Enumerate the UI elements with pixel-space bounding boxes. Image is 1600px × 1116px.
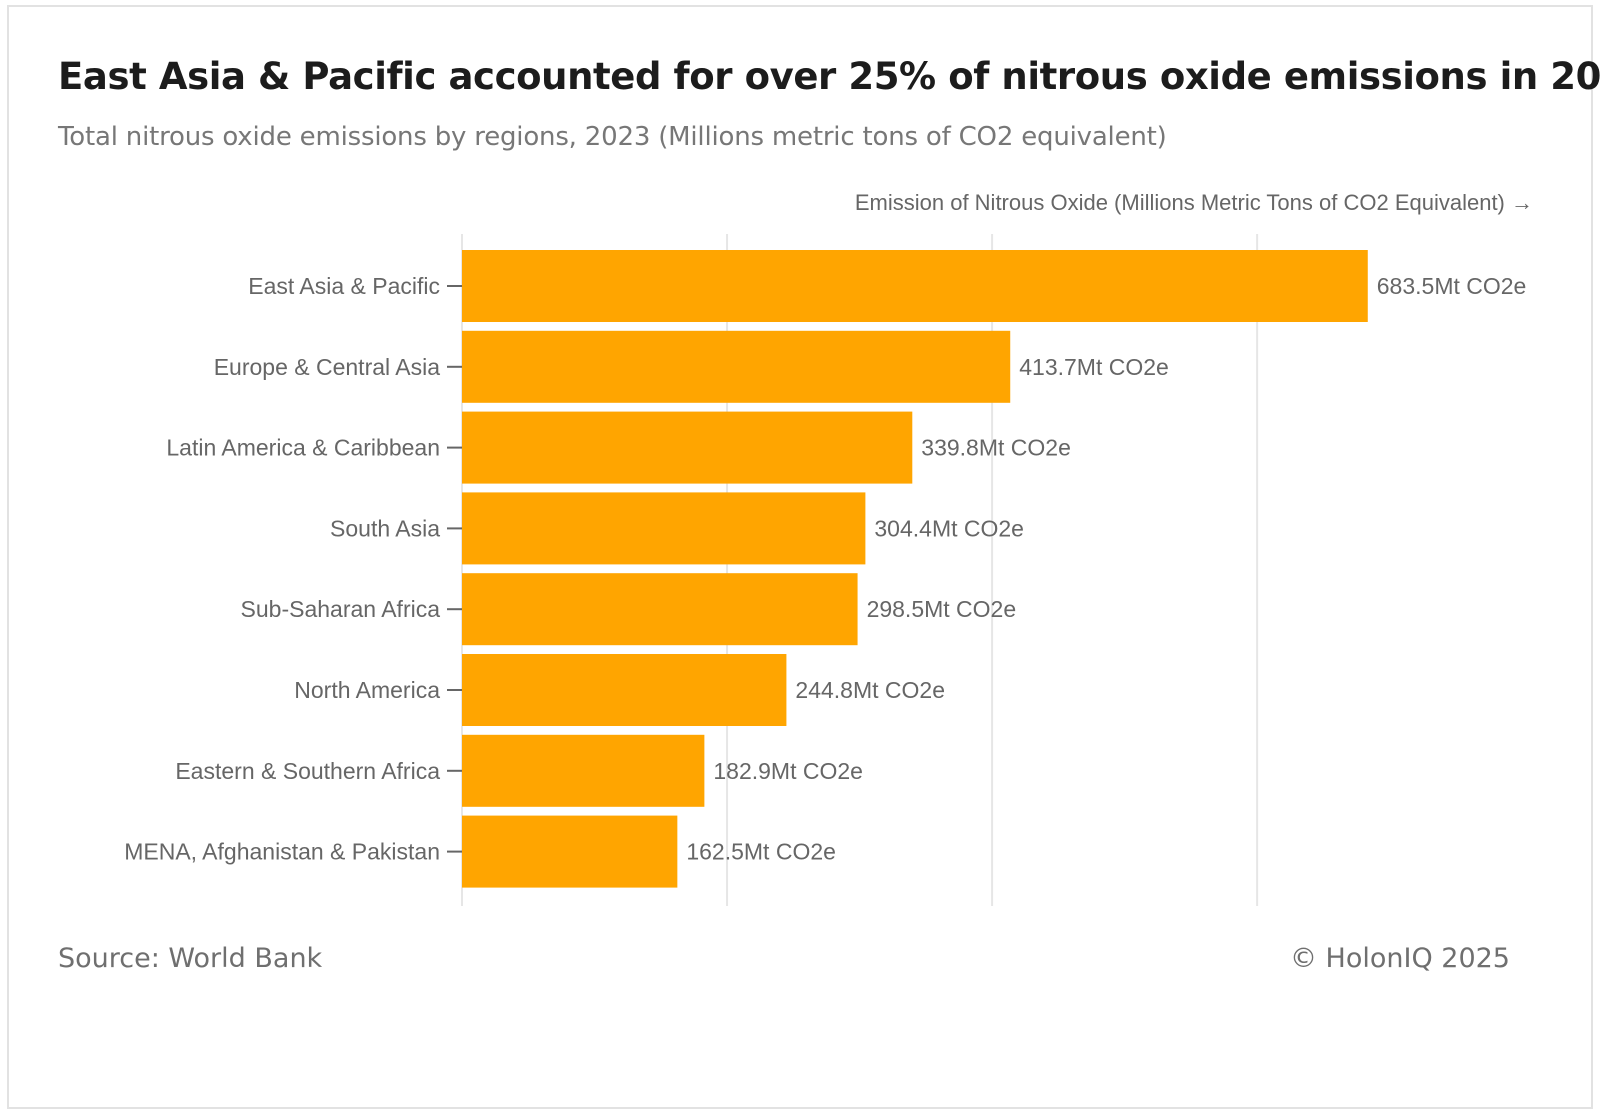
- copyright-note: © HolonIQ 2025: [1289, 943, 1510, 974]
- bar-0: [462, 250, 1368, 322]
- bars: [462, 250, 1368, 888]
- value-label-1: 413.7Mt CO2e: [1019, 354, 1169, 380]
- value-label-5: 244.8Mt CO2e: [795, 677, 945, 703]
- bar-5: [462, 654, 787, 726]
- bar-6: [462, 734, 705, 807]
- category-label-7: MENA, Afghanistan & Pakistan: [124, 839, 440, 865]
- bar-4: [462, 573, 858, 646]
- bar-1: [462, 330, 1011, 403]
- bar-3: [462, 492, 866, 565]
- category-label-0: East Asia & Pacific: [248, 273, 440, 299]
- category-label-2: Latin America & Caribbean: [166, 435, 440, 461]
- value-label-3: 304.4Mt CO2e: [874, 515, 1024, 541]
- category-label-6: Eastern & Southern Africa: [175, 758, 440, 784]
- x-axis-title: Emission of Nitrous Oxide (Millions Metr…: [855, 190, 1533, 215]
- chart-subtitle: Total nitrous oxide emissions by regions…: [58, 122, 1167, 152]
- chart-title: East Asia & Pacific accounted for over 2…: [58, 55, 1600, 98]
- bar-7: [462, 815, 678, 888]
- category-label-5: North America: [294, 677, 440, 703]
- value-label-7: 162.5Mt CO2e: [686, 839, 836, 865]
- value-label-4: 298.5Mt CO2e: [867, 596, 1017, 622]
- source-note: Source: World Bank: [58, 943, 323, 974]
- bar-2: [462, 411, 913, 484]
- category-label-3: South Asia: [330, 515, 440, 541]
- category-label-4: Sub-Saharan Africa: [241, 596, 441, 622]
- value-label-2: 339.8Mt CO2e: [921, 435, 1071, 461]
- category-label-1: Europe & Central Asia: [214, 354, 441, 380]
- value-label-0: 683.5Mt CO2e: [1377, 273, 1527, 299]
- value-label-6: 182.9Mt CO2e: [713, 758, 863, 784]
- labels: East Asia & Pacific 683.5Mt CO2e Europe & …: [124, 273, 1526, 865]
